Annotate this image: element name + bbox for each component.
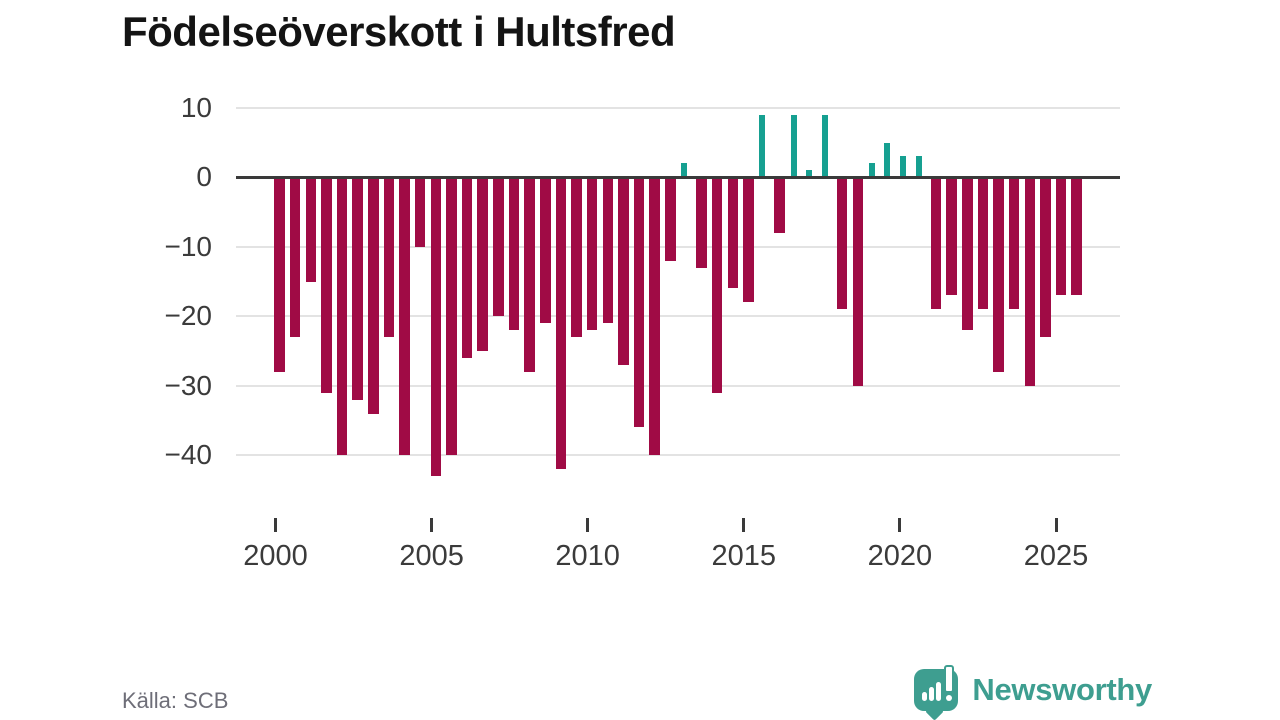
- bar-2005-H1: [430, 178, 442, 477]
- newsworthy-logo: Newsworthy: [914, 664, 1152, 720]
- bar-2001-H1: [305, 178, 317, 282]
- chart-title: Födelseöverskott i Hultsfred: [122, 8, 676, 55]
- bar-2015-H2: [759, 114, 766, 176]
- bar-2000-H1: [274, 178, 285, 372]
- bar-2020-H2: [915, 156, 922, 176]
- bar-2023-H2: [1008, 178, 1020, 310]
- bar-2016-H2: [790, 114, 797, 176]
- bar-2025-H2: [1071, 178, 1082, 296]
- bar-2012-H2: [665, 178, 676, 261]
- y-axis-label--20: −20: [164, 300, 213, 332]
- bar-2024-H2: [1040, 178, 1051, 338]
- bar-2004-H1: [399, 178, 410, 456]
- y-axis-label-0: 0: [196, 161, 212, 193]
- y-axis-label--10: −10: [164, 230, 213, 262]
- bar-2022-H2: [977, 178, 989, 310]
- newsworthy-logo-icon: [914, 665, 960, 720]
- bar-2000-H2: [289, 178, 301, 338]
- logo-chart-bar-icon: [922, 692, 928, 701]
- zero-axis-line: [236, 175, 1120, 179]
- bar-2018-H2: [852, 178, 864, 386]
- bar-2013-H1: [681, 163, 688, 176]
- bar-2006-H1: [461, 178, 473, 358]
- bar-2014-H2: [727, 178, 739, 289]
- x-axis-tick-2020: [898, 518, 902, 532]
- y-axis-label--30: −30: [164, 369, 213, 401]
- bar-2008-H1: [524, 178, 535, 372]
- x-axis-tick-2010: [586, 518, 590, 532]
- x-axis-tick-2000: [274, 518, 277, 532]
- gridline-y-10: [236, 106, 1120, 109]
- x-axis-label-2020: 2020: [867, 540, 933, 572]
- bar-2013-H2: [696, 178, 707, 268]
- source-label: Källa: SCB: [122, 688, 229, 713]
- y-axis-label--40: −40: [164, 439, 213, 471]
- bar-2009-H2: [571, 178, 582, 338]
- bar-2021-H2: [946, 178, 957, 296]
- x-axis-tick-2005: [430, 518, 434, 532]
- bar-2003-H2: [383, 178, 395, 338]
- bar-2006-H2: [477, 178, 488, 352]
- bar-2009-H1: [555, 178, 567, 470]
- x-axis-tick-2015: [742, 518, 746, 532]
- newsworthy-wordmark: Newsworthy: [972, 672, 1152, 707]
- logo-exclamation-icon: [944, 665, 955, 693]
- y-axis-label-10: 10: [180, 91, 212, 123]
- gridline-y--40: [236, 454, 1120, 457]
- bar-2004-H2: [414, 178, 426, 247]
- bar-2001-H2: [321, 178, 332, 393]
- logo-chart-bar-icon: [929, 687, 935, 701]
- bar-2011-H1: [618, 178, 629, 365]
- bar-2002-H1: [336, 178, 348, 456]
- bar-2019-H1: [868, 163, 875, 176]
- bar-2002-H2: [352, 178, 363, 400]
- bar-2008-H2: [540, 178, 551, 324]
- bar-2020-H1: [900, 156, 906, 176]
- bar-2005-H2: [446, 178, 457, 456]
- bar-2022-H1: [962, 178, 973, 331]
- bar-2017-H2: [821, 114, 828, 176]
- gridline-y--10: [236, 245, 1120, 248]
- bar-2018-H1: [836, 178, 848, 310]
- bar-2025-H1: [1055, 178, 1067, 296]
- bar-2021-H1: [930, 178, 942, 310]
- gridline-y--20: [236, 315, 1120, 318]
- bar-2007-H2: [508, 178, 520, 331]
- logo-exclamation-dot: [946, 695, 953, 701]
- bar-2012-H1: [649, 178, 660, 456]
- bar-2010-H2: [602, 178, 614, 324]
- bar-2007-H1: [493, 178, 504, 317]
- bar-2010-H1: [586, 178, 598, 331]
- x-axis-label-2000: 2000: [243, 540, 308, 572]
- bar-2003-H1: [368, 178, 379, 414]
- bar-2017-H1: [806, 170, 813, 176]
- bar-2024-H1: [1024, 178, 1036, 386]
- bar-2016-H1: [774, 178, 785, 233]
- bar-2019-H2: [884, 142, 891, 176]
- x-axis-label-2025: 2025: [1023, 540, 1089, 572]
- bar-2011-H2: [633, 178, 645, 428]
- bar-2015-H1: [743, 178, 754, 303]
- bar-2023-H1: [993, 178, 1004, 372]
- bar-2014-H1: [711, 178, 723, 393]
- x-axis-label-2005: 2005: [399, 540, 464, 572]
- x-axis-label-2015: 2015: [711, 540, 777, 572]
- x-axis-tick-2025: [1054, 518, 1058, 532]
- x-axis-label-2010: 2010: [555, 540, 620, 572]
- gridline-y--30: [236, 384, 1120, 387]
- logo-chart-bar-icon: [936, 682, 942, 701]
